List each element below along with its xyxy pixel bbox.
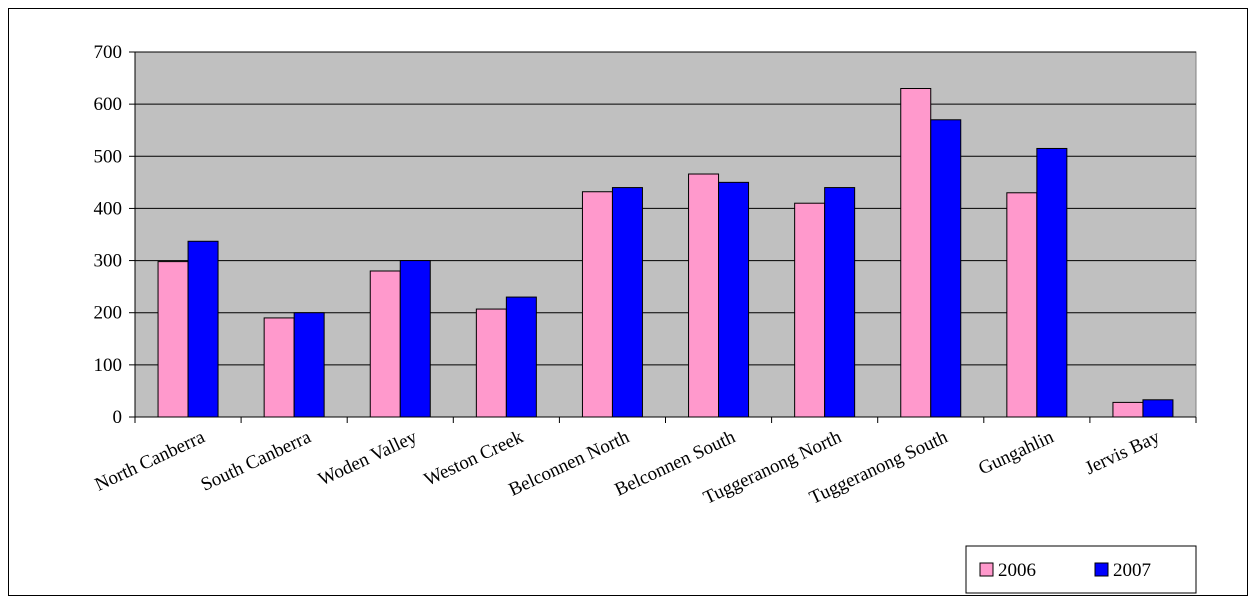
y-axis: 0 100 200 300 400 500 600 700 <box>94 42 136 428</box>
bar-2006-jervis-bay <box>1112 401 1144 418</box>
bar-2007-south-canberra <box>293 312 325 418</box>
y-tick-label: 600 <box>94 94 123 115</box>
x-category-label: Woden Valley <box>315 426 421 490</box>
x-category-label: Belconnen North <box>506 426 633 500</box>
bar-2006-belconnen-south <box>688 173 720 418</box>
bar-2007-tuggeranong-north <box>824 187 856 418</box>
bar-2006-tuggeranong-south <box>900 88 932 418</box>
x-category-label: North Canberra <box>92 426 209 495</box>
legend-swatch-2007 <box>1094 562 1109 577</box>
y-tick-label: 200 <box>94 303 123 324</box>
x-category-label: Gungahlin <box>975 426 1057 479</box>
y-tick-label: 500 <box>94 146 123 167</box>
bar-2006-tuggeranong-north <box>794 202 826 418</box>
legend-swatch-2006 <box>979 562 994 577</box>
bar-2007-weston-creek <box>505 296 537 418</box>
y-tick-label: 400 <box>94 198 123 219</box>
bar-2007-north-canberra <box>187 240 219 418</box>
bars <box>157 88 1174 418</box>
bar-2007-woden-valley <box>399 260 431 418</box>
y-tick-label: 0 <box>113 407 123 428</box>
bar-2007-gungahlin <box>1036 147 1068 418</box>
legend-box <box>965 545 1197 594</box>
legend-label-2006: 2006 <box>998 560 1036 581</box>
bar-2006-north-canberra <box>157 261 189 418</box>
bar-2007-jervis-bay <box>1142 399 1174 418</box>
bar-2006-south-canberra <box>263 317 295 418</box>
bar-2007-belconnen-south <box>718 181 750 418</box>
legend-label-2007: 2007 <box>1113 560 1151 581</box>
x-category-label: Jervis Bay <box>1082 426 1164 479</box>
y-tick-label: 300 <box>94 251 123 272</box>
bar-2006-woden-valley <box>369 270 401 418</box>
legend: 2006 2007 <box>965 545 1197 594</box>
x-category-label: South Canberra <box>198 426 315 495</box>
y-tick-label: 100 <box>94 355 123 376</box>
y-tick-label: 700 <box>94 42 123 63</box>
bar-2006-gungahlin <box>1006 192 1038 418</box>
bar-2006-weston-creek <box>475 308 507 418</box>
bar-2007-tuggeranong-south <box>930 119 962 418</box>
bar-2006-belconnen-north <box>581 191 613 418</box>
bar-2007-belconnen-north <box>611 187 643 418</box>
